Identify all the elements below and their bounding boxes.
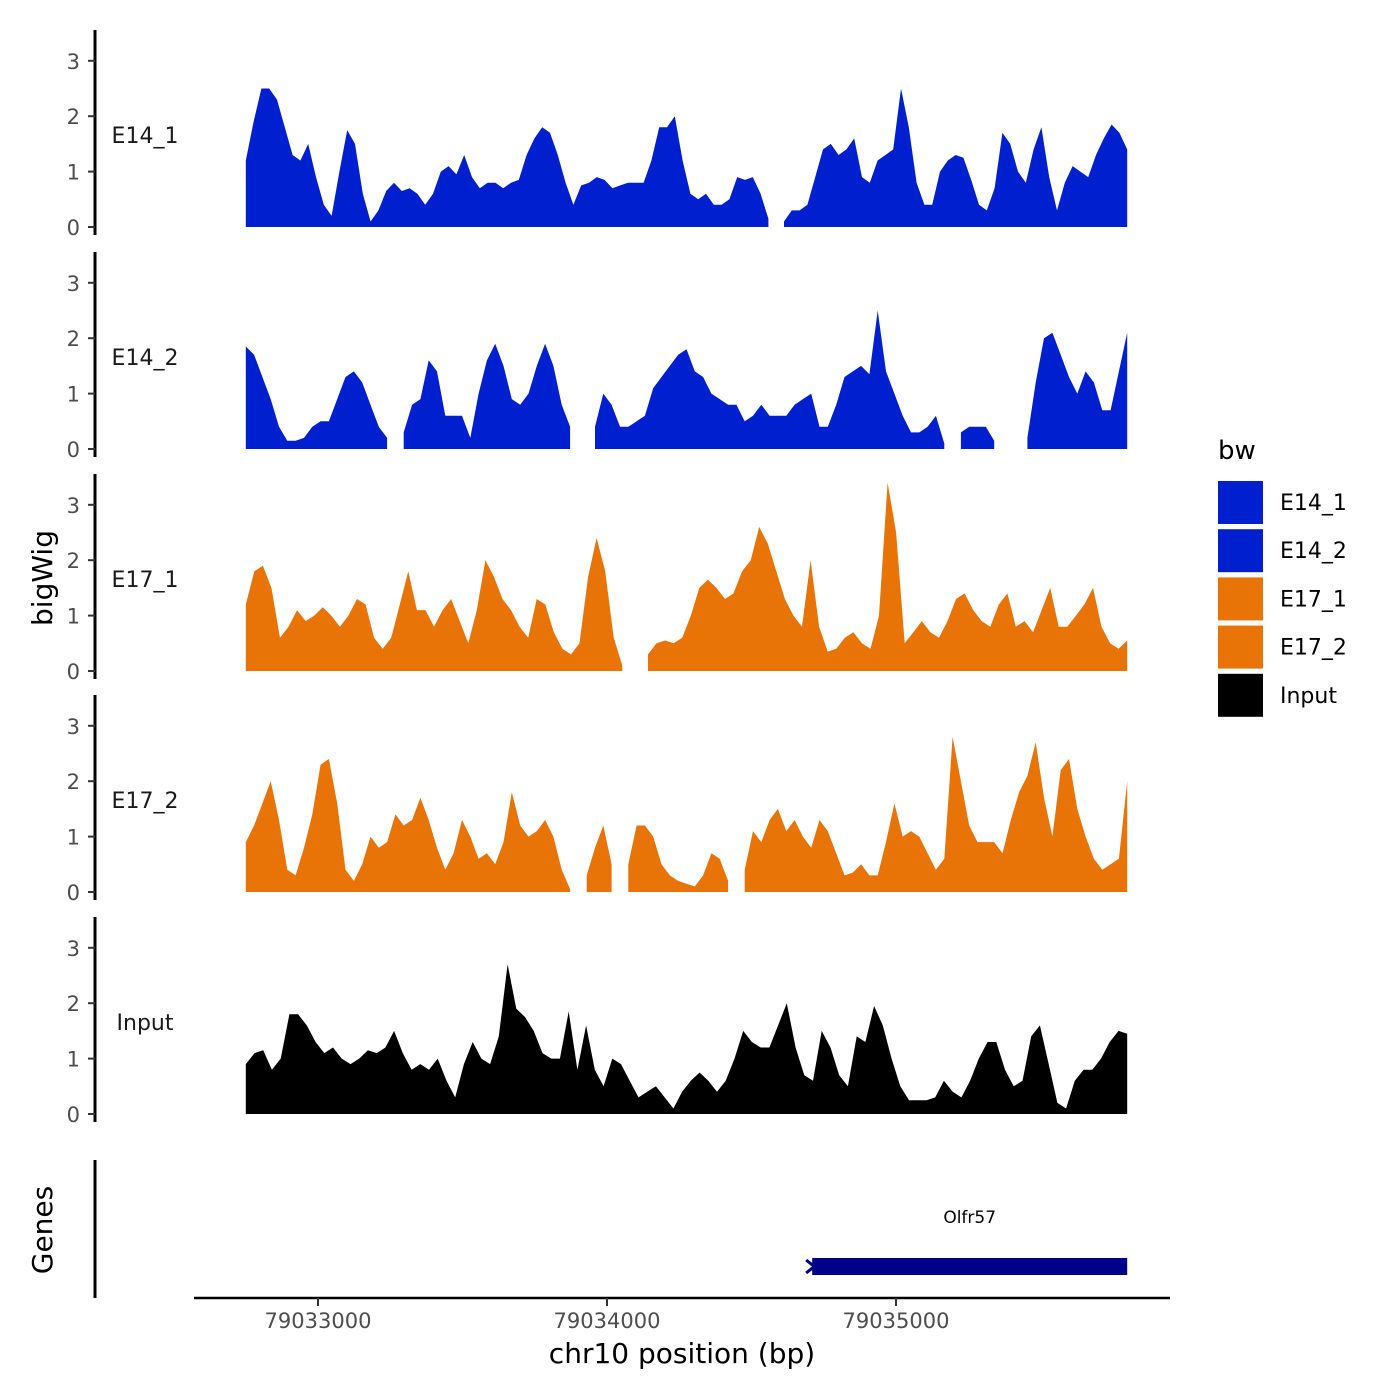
y-tick-label: 2 [67,770,80,794]
strand-arrow [805,1258,817,1275]
track-label: E17_2 [112,789,179,814]
legend-label: E14_1 [1280,491,1347,516]
y-tick-label: 2 [67,327,80,351]
x-tick-label: 79034000 [554,1309,661,1333]
x-ticks: 79033000 79034000 79035000 [265,1298,950,1333]
gene-body [812,1258,1128,1275]
track-label: E14_1 [112,124,179,149]
y-tick-label: 0 [67,881,80,905]
legend-label: E17_2 [1280,636,1347,661]
y-tick-label: 2 [67,549,80,573]
track-label: E17_1 [112,568,179,593]
coverage-area [586,825,612,892]
x-tick-label: 79033000 [265,1309,372,1333]
coverage-area [245,88,769,227]
gene-label: Olfr57 [943,1208,996,1228]
track-label: Input [117,1011,174,1036]
y-axis-title: bigWig [26,530,59,626]
y-tick-label: 1 [67,605,80,629]
legend: bw E14_1 E14_2 E17_1 E17_2 Input [1218,436,1347,717]
y-tick-label: 1 [67,826,80,850]
coverage-area [403,343,571,449]
coverage-area [784,88,1128,227]
track-e14-1: 0 1 2 3 E14_1 [67,30,1128,240]
y-tick-label: 1 [67,383,80,407]
legend-title: bw [1218,436,1256,466]
y-tick-label: 2 [67,992,80,1016]
legend-swatch [1218,625,1263,669]
y-tick-label: 3 [67,494,80,518]
track-e17-2: 0 1 2 3 E17_2 [67,695,1128,905]
y-tick-label: 2 [67,105,80,129]
genes-track: Olfr57 [93,1160,1128,1298]
legend-swatch [1218,529,1263,573]
y-tick-label: 0 [67,1103,80,1127]
track-e17-1: 0 1 2 3 E17_1 [67,474,1128,684]
legend-swatch [1218,577,1263,621]
gene-olfr57: Olfr57 [805,1208,1128,1275]
x-tick-label: 79035000 [843,1309,950,1333]
y-tick-label: 0 [67,438,80,462]
y-tick-label: 3 [67,715,80,739]
tracks-layer: 0 1 2 3 E14_1 0 1 2 3 E14_2 0 1 2 3 E17_1 0 1 2 3 E17_2 0 1 2 3… [67,30,1128,1127]
y-tick-label: 3 [67,937,80,961]
track-label: E14_2 [112,346,179,371]
track-input: 0 1 2 3 Input [67,917,1128,1127]
coverage-area [744,736,1128,892]
coverage-area [960,426,995,449]
legend-label: E17_1 [1280,587,1347,612]
x-axis-title: chr10 position (bp) [549,1337,815,1370]
legend-swatch [1218,481,1263,524]
coverage-area [245,346,388,449]
genes-axis-title: Genes [26,1186,59,1274]
legend-label: E14_2 [1280,539,1347,564]
y-tick-label: 3 [67,50,80,74]
y-tick-label: 0 [67,216,80,240]
coverage-area [628,825,729,892]
y-tick-label: 1 [67,161,80,185]
track-e14-2: 0 1 2 3 E14_2 [67,252,1128,462]
coverage-area [1027,332,1128,449]
coverage-area [245,538,623,671]
coverage-area [648,482,1128,671]
legend-swatch [1218,673,1263,717]
y-tick-label: 0 [67,660,80,684]
coverage-area [245,964,1128,1114]
coverage-area [595,310,945,449]
coverage-area [245,759,571,892]
legend-label: Input [1280,684,1337,709]
y-tick-label: 3 [67,272,80,296]
y-tick-label: 1 [67,1048,80,1072]
